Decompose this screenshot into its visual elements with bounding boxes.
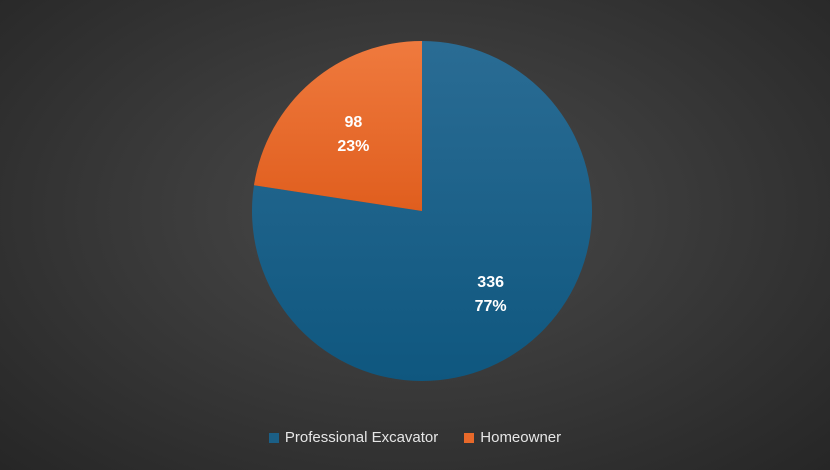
legend-label-professional-excavator: Professional Excavator <box>284 429 439 446</box>
legend-swatch-professional-excavator <box>268 432 279 443</box>
legend-item-professional-excavator: Professional Excavator <box>268 429 439 446</box>
legend-swatch-homeowner <box>464 432 475 443</box>
legend: Professional Excavator Homeowner <box>0 429 830 446</box>
pie-slice-homeowner <box>253 41 422 211</box>
legend-label-homeowner: Homeowner <box>480 429 562 446</box>
data-label-value-professional-excavator: 336 <box>477 274 504 291</box>
data-label-percent-professional-excavator: 77% <box>475 298 507 315</box>
data-label-percent-homeowner: 23% <box>337 138 369 155</box>
data-label-value-homeowner: 98 <box>344 114 362 131</box>
legend-item-homeowner: Homeowner <box>464 429 561 446</box>
